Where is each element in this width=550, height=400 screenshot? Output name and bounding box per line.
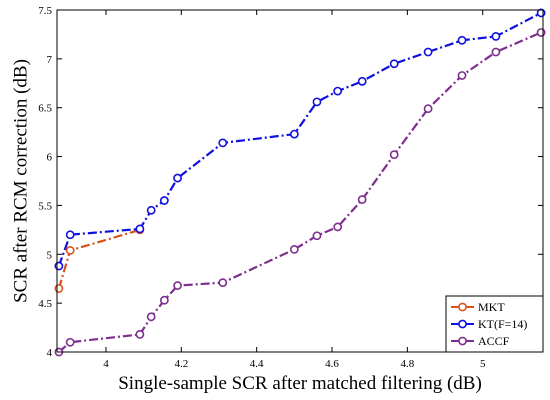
data-point	[423, 47, 433, 57]
data-point	[457, 35, 467, 45]
data-point	[491, 31, 501, 41]
x-tick-label: 4.2	[174, 358, 188, 370]
data-point	[65, 337, 75, 347]
data-point	[389, 150, 399, 160]
y-tick-label: 5	[47, 249, 53, 261]
data-point	[173, 281, 182, 290]
x-tick-label: 4.4	[250, 358, 264, 370]
y-tick-label: 6	[47, 152, 53, 164]
data-point	[536, 28, 546, 37]
y-tick-label: 4	[47, 347, 53, 359]
data-point	[357, 76, 367, 86]
data-point	[146, 205, 156, 215]
x-tick-label: 4	[103, 358, 109, 370]
y-tick-label: 7	[47, 54, 53, 66]
data-point	[457, 71, 467, 80]
data-point	[159, 196, 169, 205]
data-point	[491, 47, 501, 57]
plot-frame	[56, 9, 544, 353]
y-tick-label: 7.5	[38, 5, 52, 17]
plot-area	[57, 10, 543, 352]
data-point	[65, 245, 75, 255]
data-point	[389, 59, 399, 69]
data-point	[312, 97, 322, 107]
legend-swatch-marker	[458, 319, 467, 329]
x-tick-label: 5	[480, 358, 486, 370]
series-kt-f-14	[54, 8, 546, 271]
data-point	[312, 231, 322, 241]
data-point	[54, 261, 64, 271]
y-axis-title: SCR after RCM correction (dB)	[10, 59, 31, 303]
data-point	[357, 195, 367, 204]
legend-label: ACCF	[478, 334, 510, 348]
data-point	[173, 173, 182, 183]
data-point	[146, 312, 156, 322]
data-point	[289, 244, 299, 254]
legend-item-kt-f-14: KT(F=14)	[451, 317, 527, 331]
x-tick-label: 4.8	[400, 358, 414, 370]
legend-item-mkt: MKT	[451, 300, 505, 314]
data-point	[135, 330, 145, 339]
data-point	[159, 295, 169, 305]
legend-label: KT(F=14)	[478, 317, 527, 331]
legend-label: MKT	[478, 300, 505, 314]
series-line	[58, 31, 542, 353]
legend-item-accf: ACCF	[451, 334, 510, 348]
data-point	[135, 224, 145, 234]
data-point	[65, 230, 75, 240]
y-tick-label: 6.5	[38, 103, 52, 115]
data-point	[289, 129, 299, 139]
data-point	[218, 138, 228, 148]
series-line	[57, 11, 542, 267]
y-tick-label: 5.5	[38, 200, 52, 212]
legend: MKT KT(F=14) ACCF	[445, 295, 544, 353]
data-point	[333, 86, 343, 96]
data-point	[423, 104, 433, 114]
data-point	[54, 284, 64, 293]
y-tick-label: 4.5	[38, 298, 52, 310]
x-tick-label: 4.6	[325, 358, 339, 370]
data-point	[218, 278, 228, 288]
x-axis-title: Single-sample SCR after matched filterin…	[118, 373, 482, 394]
legend-swatch-marker	[458, 336, 467, 346]
series-layer	[54, 8, 546, 357]
legend-swatch-marker	[458, 302, 467, 312]
data-point	[333, 222, 343, 232]
